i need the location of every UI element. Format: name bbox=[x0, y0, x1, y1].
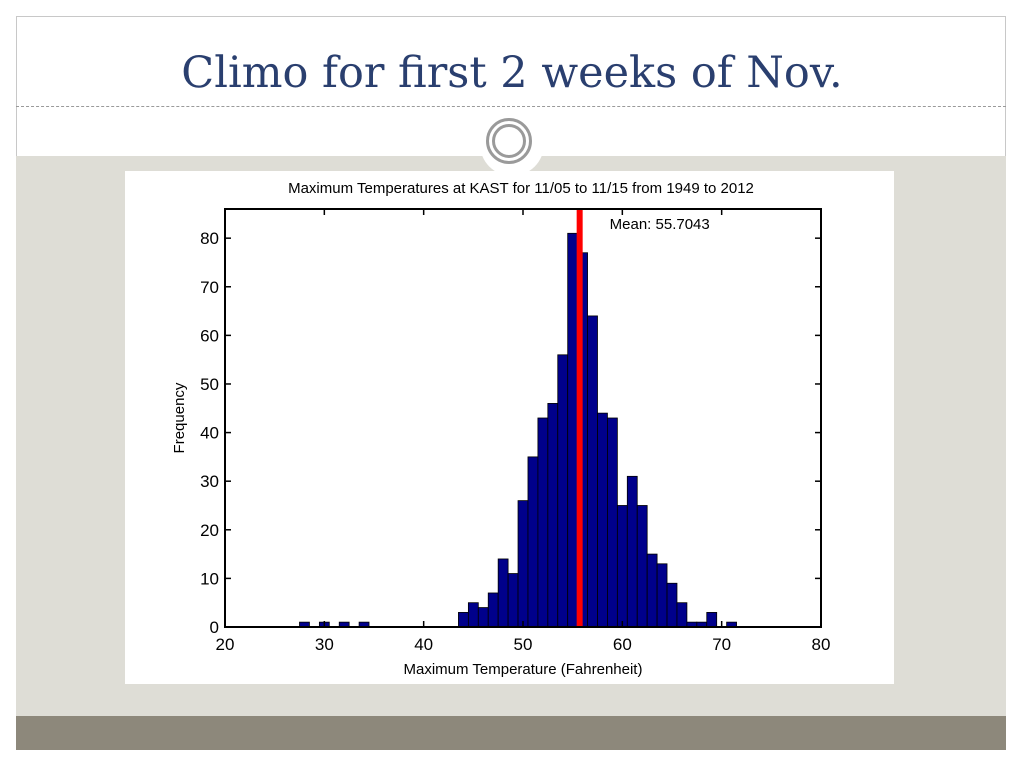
y-tick-label: 10 bbox=[200, 569, 219, 588]
mean-label: Mean: 55.7043 bbox=[610, 216, 710, 233]
histogram-bar bbox=[537, 417, 549, 628]
histogram-bar bbox=[706, 612, 718, 628]
histogram-bar bbox=[517, 500, 529, 628]
histogram-bar bbox=[676, 602, 688, 628]
histogram-chart: Maximum Temperatures at KAST for 11/05 t… bbox=[171, 180, 830, 678]
histogram-bar bbox=[597, 412, 608, 628]
histogram-bar bbox=[507, 573, 519, 628]
y-tick-label: 20 bbox=[200, 521, 219, 540]
y-tick-label: 50 bbox=[200, 375, 219, 394]
histogram-bar bbox=[487, 592, 499, 628]
y-tick-label: 30 bbox=[200, 472, 219, 491]
histogram-bar bbox=[547, 403, 559, 628]
histogram-bar bbox=[626, 475, 638, 628]
histogram-bar bbox=[656, 563, 668, 628]
histogram-bar bbox=[527, 456, 539, 628]
x-axis-label: Maximum Temperature (Fahrenheit) bbox=[404, 661, 643, 678]
ring-ornament-inner bbox=[492, 124, 526, 158]
y-tick-label: 40 bbox=[200, 424, 219, 443]
x-tick-label: 80 bbox=[812, 635, 831, 654]
y-tick-label: 60 bbox=[200, 326, 219, 345]
histogram-bar bbox=[666, 582, 678, 628]
histogram-bar bbox=[646, 553, 658, 628]
bars-group bbox=[299, 232, 737, 628]
histogram-bar bbox=[616, 505, 628, 628]
x-tick-label: 70 bbox=[712, 635, 731, 654]
y-tick-label: 70 bbox=[200, 278, 219, 297]
histogram-bar bbox=[497, 558, 509, 628]
ticks-group: 20 30 40 50 60 70 80 0 10 20 30 40 50 60 70 80 bbox=[200, 209, 830, 654]
histogram-bar bbox=[557, 354, 569, 628]
chart-title: Maximum Temperatures at KAST for 11/05 t… bbox=[288, 180, 754, 197]
x-tick-label: 30 bbox=[315, 635, 334, 654]
x-tick-label: 60 bbox=[613, 635, 632, 654]
chart-panel: Maximum Temperatures at KAST for 11/05 t… bbox=[125, 171, 894, 684]
histogram-bar bbox=[567, 232, 579, 628]
x-tick-label: 40 bbox=[414, 635, 433, 654]
title-divider bbox=[16, 106, 1006, 107]
y-axis-label: Frequency bbox=[171, 382, 188, 453]
footer-bar bbox=[16, 716, 1006, 750]
histogram-bar bbox=[458, 612, 469, 628]
x-tick-label: 50 bbox=[514, 635, 533, 654]
histogram-bar bbox=[607, 417, 618, 628]
slide-title: Climo for first 2 weeks of Nov. bbox=[181, 48, 843, 98]
histogram-bar bbox=[467, 602, 479, 628]
histogram-bar bbox=[477, 607, 489, 628]
y-tick-label: 0 bbox=[210, 618, 219, 637]
histogram-bar bbox=[636, 505, 648, 628]
histogram-bar bbox=[587, 315, 598, 628]
x-tick-label: 20 bbox=[216, 635, 235, 654]
y-tick-label: 80 bbox=[200, 229, 219, 248]
